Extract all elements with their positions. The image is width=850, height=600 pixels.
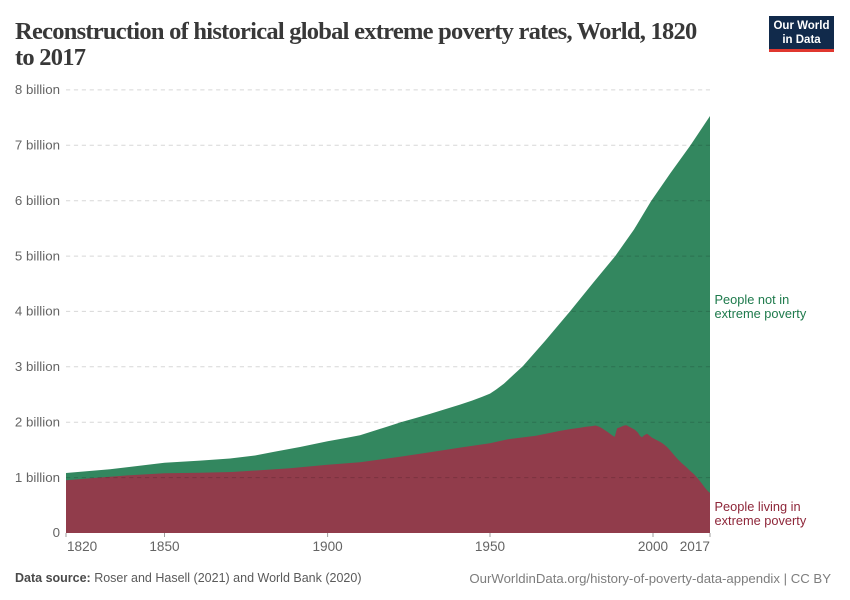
- svg-text:extreme poverty: extreme poverty: [715, 513, 807, 528]
- svg-text:3 billion: 3 billion: [15, 359, 60, 374]
- svg-text:1850: 1850: [149, 539, 180, 554]
- svg-text:2017: 2017: [680, 539, 710, 554]
- svg-text:6 billion: 6 billion: [15, 193, 60, 208]
- svg-text:extreme poverty: extreme poverty: [715, 306, 807, 321]
- svg-text:1820: 1820: [67, 539, 98, 554]
- svg-text:4 billion: 4 billion: [15, 304, 60, 319]
- svg-text:2 billion: 2 billion: [15, 415, 60, 430]
- svg-text:1950: 1950: [475, 539, 506, 554]
- svg-text:People not in: People not in: [715, 292, 790, 307]
- svg-text:7 billion: 7 billion: [15, 138, 60, 153]
- svg-text:8 billion: 8 billion: [15, 82, 60, 97]
- svg-text:2000: 2000: [638, 539, 669, 554]
- svg-text:People living in: People living in: [715, 499, 801, 514]
- svg-text:5 billion: 5 billion: [15, 248, 60, 263]
- svg-text:1 billion: 1 billion: [15, 470, 60, 485]
- svg-text:0: 0: [53, 525, 60, 540]
- svg-text:1900: 1900: [312, 539, 343, 554]
